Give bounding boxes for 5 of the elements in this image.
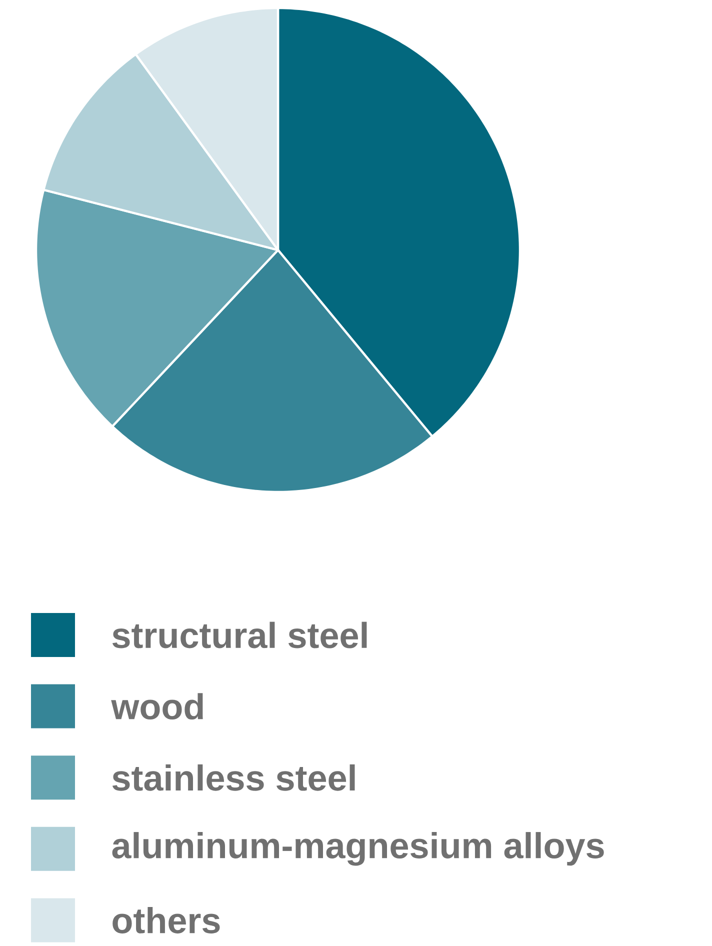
legend-label: wood bbox=[111, 693, 203, 720]
legend-label: aluminum-magnesium alloys bbox=[112, 832, 604, 866]
legend-label: structural steel bbox=[112, 622, 367, 648]
legend-label: stainless steel bbox=[112, 764, 355, 791]
legend-label: others bbox=[112, 906, 220, 934]
